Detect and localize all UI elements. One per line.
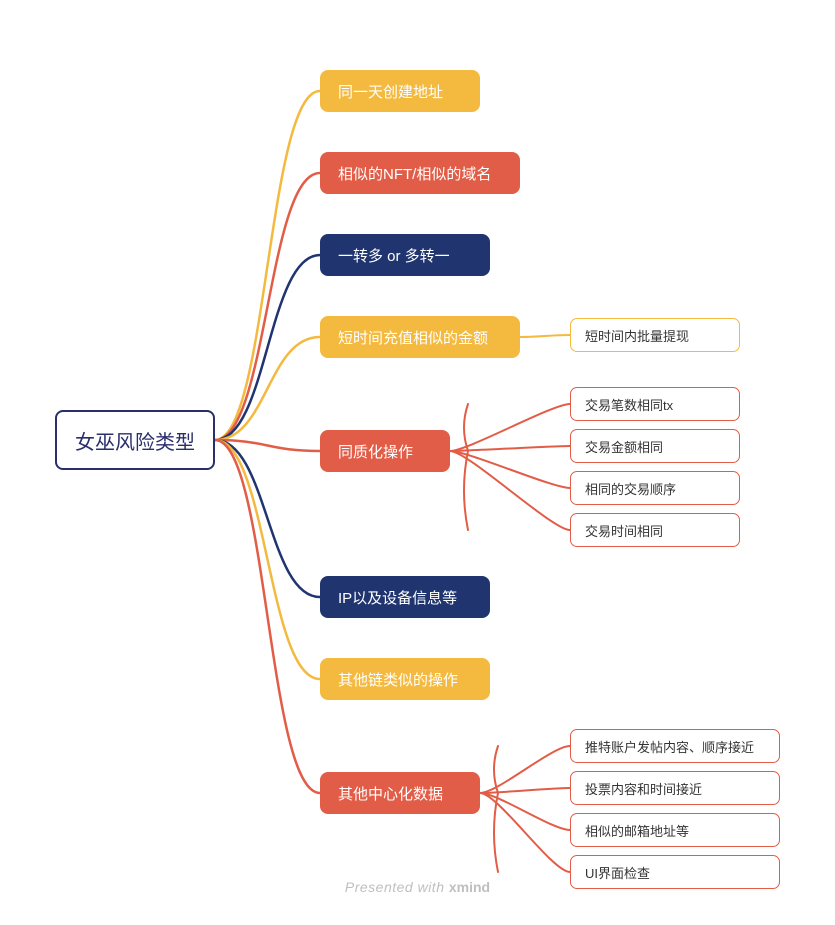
branch-label: IP以及设备信息等	[338, 587, 457, 608]
branch-node[interactable]: 其他链类似的操作	[320, 658, 490, 700]
branch-label: 其他链类似的操作	[338, 669, 458, 690]
leaf-label: 短时间内批量提现	[585, 326, 689, 345]
leaf-label: 推特账户发帖内容、顺序接近	[585, 737, 754, 756]
leaf-node[interactable]: 投票内容和时间接近	[570, 771, 780, 805]
leaf-node[interactable]: 推特账户发帖内容、顺序接近	[570, 729, 780, 763]
branch-label: 短时间充值相似的金额	[338, 327, 488, 348]
footer-prefix: Presented with	[345, 879, 449, 895]
leaf-node[interactable]: 短时间内批量提现	[570, 318, 740, 352]
footer: Presented with xmind	[0, 879, 835, 895]
branch-label: 同质化操作	[338, 441, 413, 462]
leaf-label: 相似的邮箱地址等	[585, 821, 689, 840]
leaf-label: 投票内容和时间接近	[585, 779, 702, 798]
root-node[interactable]: 女巫风险类型	[55, 410, 215, 470]
leaf-label: 交易金额相同	[585, 437, 663, 456]
branch-node[interactable]: 相似的NFT/相似的域名	[320, 152, 520, 194]
footer-brand: xmind	[449, 879, 490, 895]
branch-node[interactable]: 短时间充值相似的金额	[320, 316, 520, 358]
leaf-node[interactable]: 交易笔数相同tx	[570, 387, 740, 421]
branch-node[interactable]: 一转多 or 多转一	[320, 234, 490, 276]
leaf-label: 交易笔数相同tx	[585, 395, 673, 414]
leaf-node[interactable]: 相同的交易顺序	[570, 471, 740, 505]
branch-node[interactable]: IP以及设备信息等	[320, 576, 490, 618]
branch-node[interactable]: 其他中心化数据	[320, 772, 480, 814]
leaf-node[interactable]: 交易金额相同	[570, 429, 740, 463]
leaf-node[interactable]: 相似的邮箱地址等	[570, 813, 780, 847]
branch-label: 相似的NFT/相似的域名	[338, 163, 491, 184]
branch-label: 一转多 or 多转一	[338, 245, 450, 266]
branch-node[interactable]: 同质化操作	[320, 430, 450, 472]
branch-node[interactable]: 同一天创建地址	[320, 70, 480, 112]
leaf-label: 相同的交易顺序	[585, 479, 676, 498]
leaf-node[interactable]: 交易时间相同	[570, 513, 740, 547]
leaf-label: 交易时间相同	[585, 521, 663, 540]
branch-label: 同一天创建地址	[338, 81, 443, 102]
branch-label: 其他中心化数据	[338, 783, 443, 804]
root-label: 女巫风险类型	[75, 426, 195, 455]
